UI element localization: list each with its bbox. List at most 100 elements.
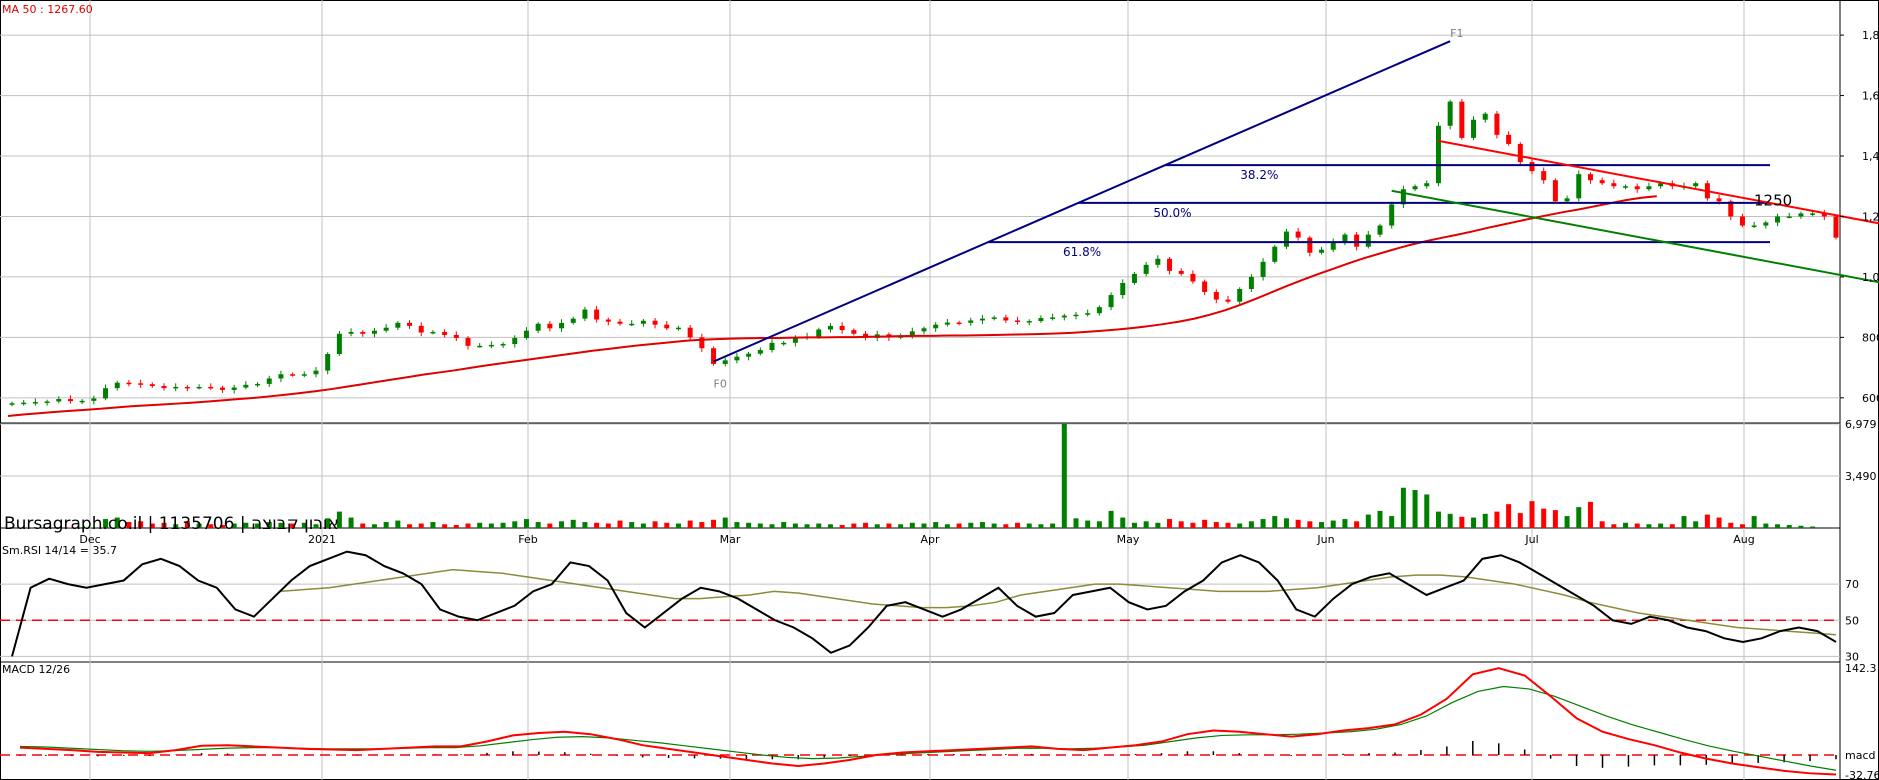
month-label: Jun bbox=[1316, 533, 1334, 546]
candle-body bbox=[1623, 186, 1629, 188]
candle-body bbox=[1096, 307, 1102, 314]
volume-bar bbox=[1751, 516, 1757, 528]
volume-bar bbox=[1587, 501, 1593, 528]
candle-body bbox=[1202, 281, 1208, 293]
volume-bar bbox=[1026, 523, 1032, 528]
volume-bar bbox=[523, 519, 529, 528]
volume-bar bbox=[769, 524, 775, 528]
volume-bar bbox=[1728, 522, 1734, 528]
rsi-label: Sm.RSI 14/14 = 35.7 bbox=[2, 544, 117, 557]
macd-line bbox=[19, 667, 1837, 776]
month-label: Apr bbox=[920, 533, 940, 546]
macd-label: MACD 12/26 bbox=[2, 663, 70, 676]
volume-bar bbox=[582, 522, 588, 528]
volume-bar bbox=[594, 522, 600, 528]
volume-bar bbox=[629, 522, 635, 528]
candle-body bbox=[523, 330, 529, 338]
volume-bar bbox=[1447, 513, 1453, 528]
macd-tick-label: 142.3 bbox=[1845, 662, 1877, 675]
candle-body bbox=[1658, 183, 1664, 187]
candle-body bbox=[652, 320, 658, 325]
rsi-tick-label: 70 bbox=[1845, 578, 1859, 591]
candle-body bbox=[1517, 143, 1523, 163]
candle-body bbox=[1213, 292, 1219, 300]
macd-tick-label: macd bbox=[1845, 749, 1876, 762]
candle-body bbox=[313, 370, 319, 375]
fib-level-label: 38.2% bbox=[1240, 168, 1278, 182]
candle-body bbox=[1506, 134, 1512, 144]
volume-bar bbox=[1704, 514, 1710, 528]
volume-bar bbox=[1494, 511, 1500, 528]
price-tick-label: 600 bbox=[1862, 392, 1879, 405]
macd-tick-label: -32.76 bbox=[1845, 769, 1879, 780]
candle-body bbox=[1716, 198, 1722, 202]
volume-bar bbox=[652, 521, 658, 528]
fib-level-label: 61.8% bbox=[1063, 245, 1101, 259]
candle-body bbox=[231, 387, 237, 390]
candle-body bbox=[1728, 201, 1734, 217]
month-label: Dec bbox=[79, 533, 100, 546]
candle-body bbox=[1085, 313, 1091, 315]
volume-bar bbox=[1658, 523, 1664, 528]
candle-body bbox=[664, 324, 670, 329]
volume-bar bbox=[1050, 523, 1056, 528]
candle-body bbox=[816, 329, 822, 337]
candle-body bbox=[325, 353, 331, 371]
volume-bar bbox=[1459, 516, 1465, 528]
candle-body bbox=[290, 374, 296, 376]
volume-bar bbox=[1283, 518, 1289, 528]
volume-bar bbox=[1763, 523, 1769, 528]
candle-body bbox=[1786, 216, 1792, 218]
volume-bar bbox=[1786, 525, 1792, 528]
candle-body bbox=[1389, 204, 1395, 226]
candle-body bbox=[126, 382, 132, 385]
volume-bar bbox=[418, 523, 424, 528]
candle-body bbox=[1424, 183, 1430, 187]
price-tick-label: 1,200 bbox=[1862, 210, 1879, 223]
candle-body bbox=[1552, 180, 1558, 202]
candle-body bbox=[465, 337, 471, 346]
volume-bar bbox=[1541, 508, 1547, 528]
volume-bar bbox=[956, 523, 962, 528]
macd-panel bbox=[0, 667, 1840, 776]
volume-bar bbox=[1354, 521, 1360, 528]
annotation-1250: 1250 bbox=[1754, 191, 1792, 209]
volume-bar bbox=[1646, 524, 1652, 528]
candle-body bbox=[1167, 258, 1173, 271]
candle-body bbox=[1108, 295, 1114, 308]
volume-bar bbox=[1120, 517, 1126, 528]
candle-body bbox=[921, 328, 927, 332]
volume-bar bbox=[898, 524, 904, 528]
volume-bar bbox=[827, 524, 833, 528]
candle-body bbox=[605, 319, 611, 322]
candle-body bbox=[1739, 216, 1745, 226]
volume-bar bbox=[91, 527, 97, 528]
volume-bar bbox=[512, 521, 518, 528]
volume-bar bbox=[1798, 525, 1804, 528]
candle-body bbox=[711, 348, 717, 364]
candle-body bbox=[1529, 162, 1535, 172]
volume-bar bbox=[734, 522, 740, 528]
candle-body bbox=[1599, 180, 1605, 184]
candle-body bbox=[1763, 222, 1769, 226]
candle-body bbox=[792, 337, 798, 343]
candle-body bbox=[1365, 234, 1371, 247]
volume-bar bbox=[196, 523, 202, 528]
rsi-line bbox=[11, 550, 1837, 657]
volume-bar bbox=[371, 524, 377, 528]
volume-bar bbox=[1400, 487, 1406, 528]
volume-bar bbox=[1529, 501, 1535, 528]
candle-body bbox=[442, 331, 448, 335]
candle-body bbox=[418, 325, 424, 333]
candle-body bbox=[1412, 186, 1418, 190]
candle-body bbox=[1307, 237, 1313, 253]
volume-bar bbox=[933, 522, 939, 528]
volume-bar bbox=[1131, 522, 1137, 528]
candle-body bbox=[243, 384, 249, 388]
brand-label: Bursagraph.co.il | 1135706 | אורון קבוצה bbox=[4, 514, 339, 534]
candle-body bbox=[1400, 189, 1406, 205]
rsi-tick-label: 30 bbox=[1845, 650, 1859, 663]
volume-bar bbox=[44, 527, 50, 528]
rsi-tick-label: 50 bbox=[1845, 614, 1859, 627]
